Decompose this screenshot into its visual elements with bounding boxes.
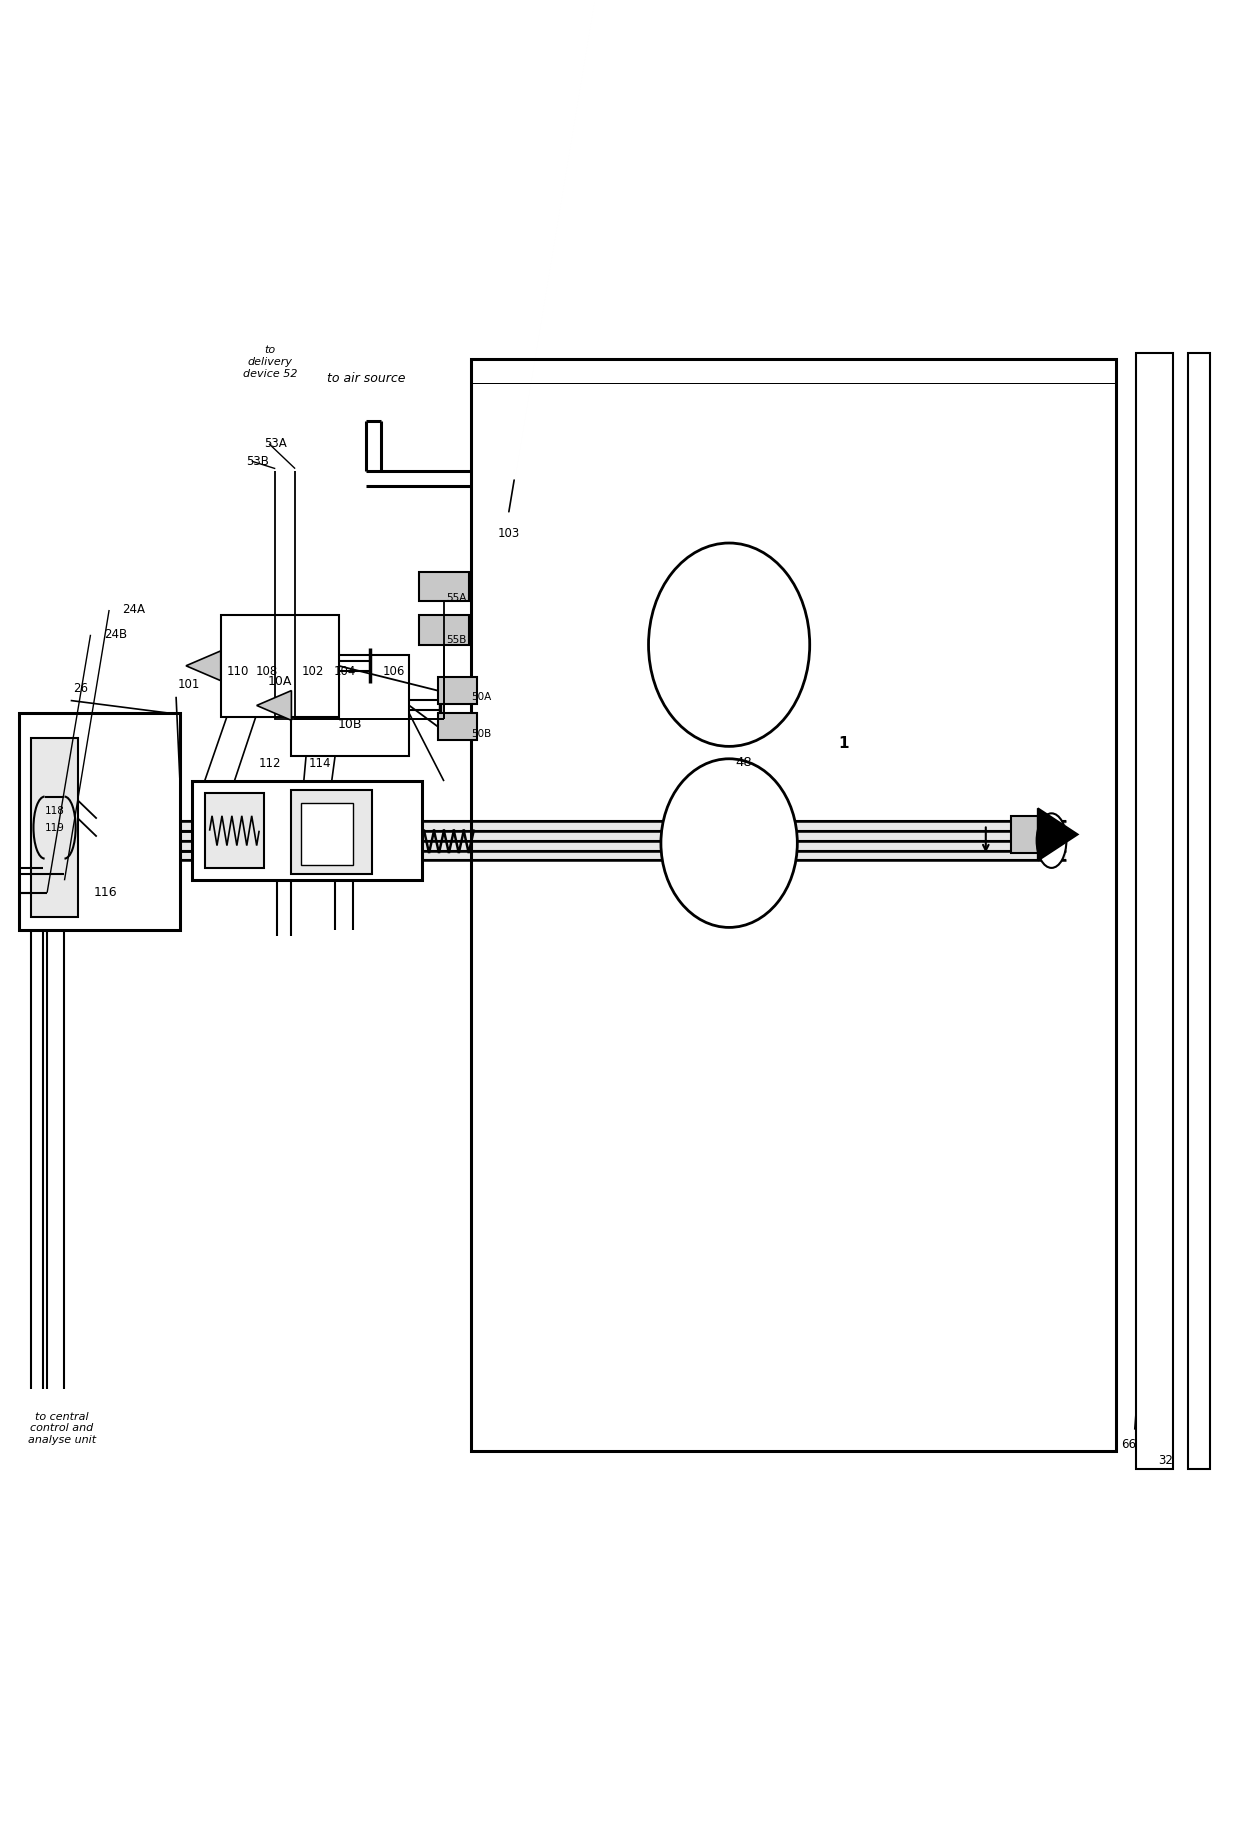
Text: 116: 116 [93, 886, 118, 899]
Bar [192, 782, 422, 881]
Bar [301, 804, 353, 866]
Bar [31, 738, 78, 918]
Polygon shape [1038, 809, 1078, 861]
Bar [221, 615, 339, 717]
Text: 1: 1 [838, 736, 848, 751]
Text: 110: 110 [227, 666, 249, 679]
Text: to central
control and
analyse unit: to central control and analyse unit [29, 1411, 95, 1444]
Text: 66: 66 [1121, 1439, 1136, 1451]
Bar [419, 571, 469, 602]
Text: 106: 106 [383, 666, 405, 679]
Text: 119: 119 [45, 824, 64, 833]
Bar [1188, 354, 1210, 1470]
Text: 108: 108 [255, 666, 278, 679]
Text: 48: 48 [735, 756, 753, 769]
Bar [438, 714, 477, 740]
Text: 32: 32 [1158, 1453, 1173, 1468]
Text: to
delivery
device 52: to delivery device 52 [243, 345, 298, 378]
Text: 24A: 24A [123, 604, 145, 617]
Text: 103: 103 [497, 527, 520, 539]
Text: 55A: 55A [446, 593, 466, 602]
Ellipse shape [1037, 813, 1066, 868]
Text: 24B: 24B [104, 628, 126, 640]
Bar [19, 714, 180, 930]
Text: 118: 118 [45, 806, 64, 817]
Text: 26: 26 [73, 681, 88, 695]
Text: 10A: 10A [268, 675, 293, 688]
Ellipse shape [661, 760, 797, 927]
Bar [1136, 354, 1173, 1470]
Polygon shape [186, 651, 221, 681]
Bar [438, 677, 477, 705]
Text: 102: 102 [301, 666, 324, 679]
Bar [205, 793, 264, 868]
Bar [419, 615, 469, 644]
Text: 50B: 50B [471, 728, 491, 740]
Text: 53B: 53B [247, 455, 269, 468]
Text: 112: 112 [259, 758, 281, 771]
Bar [471, 360, 1116, 1451]
Text: 104: 104 [334, 666, 356, 679]
Text: 55B: 55B [446, 635, 466, 644]
Bar [1011, 817, 1038, 853]
Text: 53A: 53A [264, 437, 286, 450]
Bar [291, 655, 409, 756]
Polygon shape [257, 690, 291, 721]
Ellipse shape [649, 543, 810, 747]
Text: 10B: 10B [337, 717, 362, 730]
Text: 101: 101 [177, 677, 200, 692]
Text: 114: 114 [309, 758, 331, 771]
Bar [161, 820, 1066, 861]
Text: to air source: to air source [326, 373, 405, 385]
Text: 50A: 50A [471, 692, 491, 701]
Bar [291, 789, 372, 873]
